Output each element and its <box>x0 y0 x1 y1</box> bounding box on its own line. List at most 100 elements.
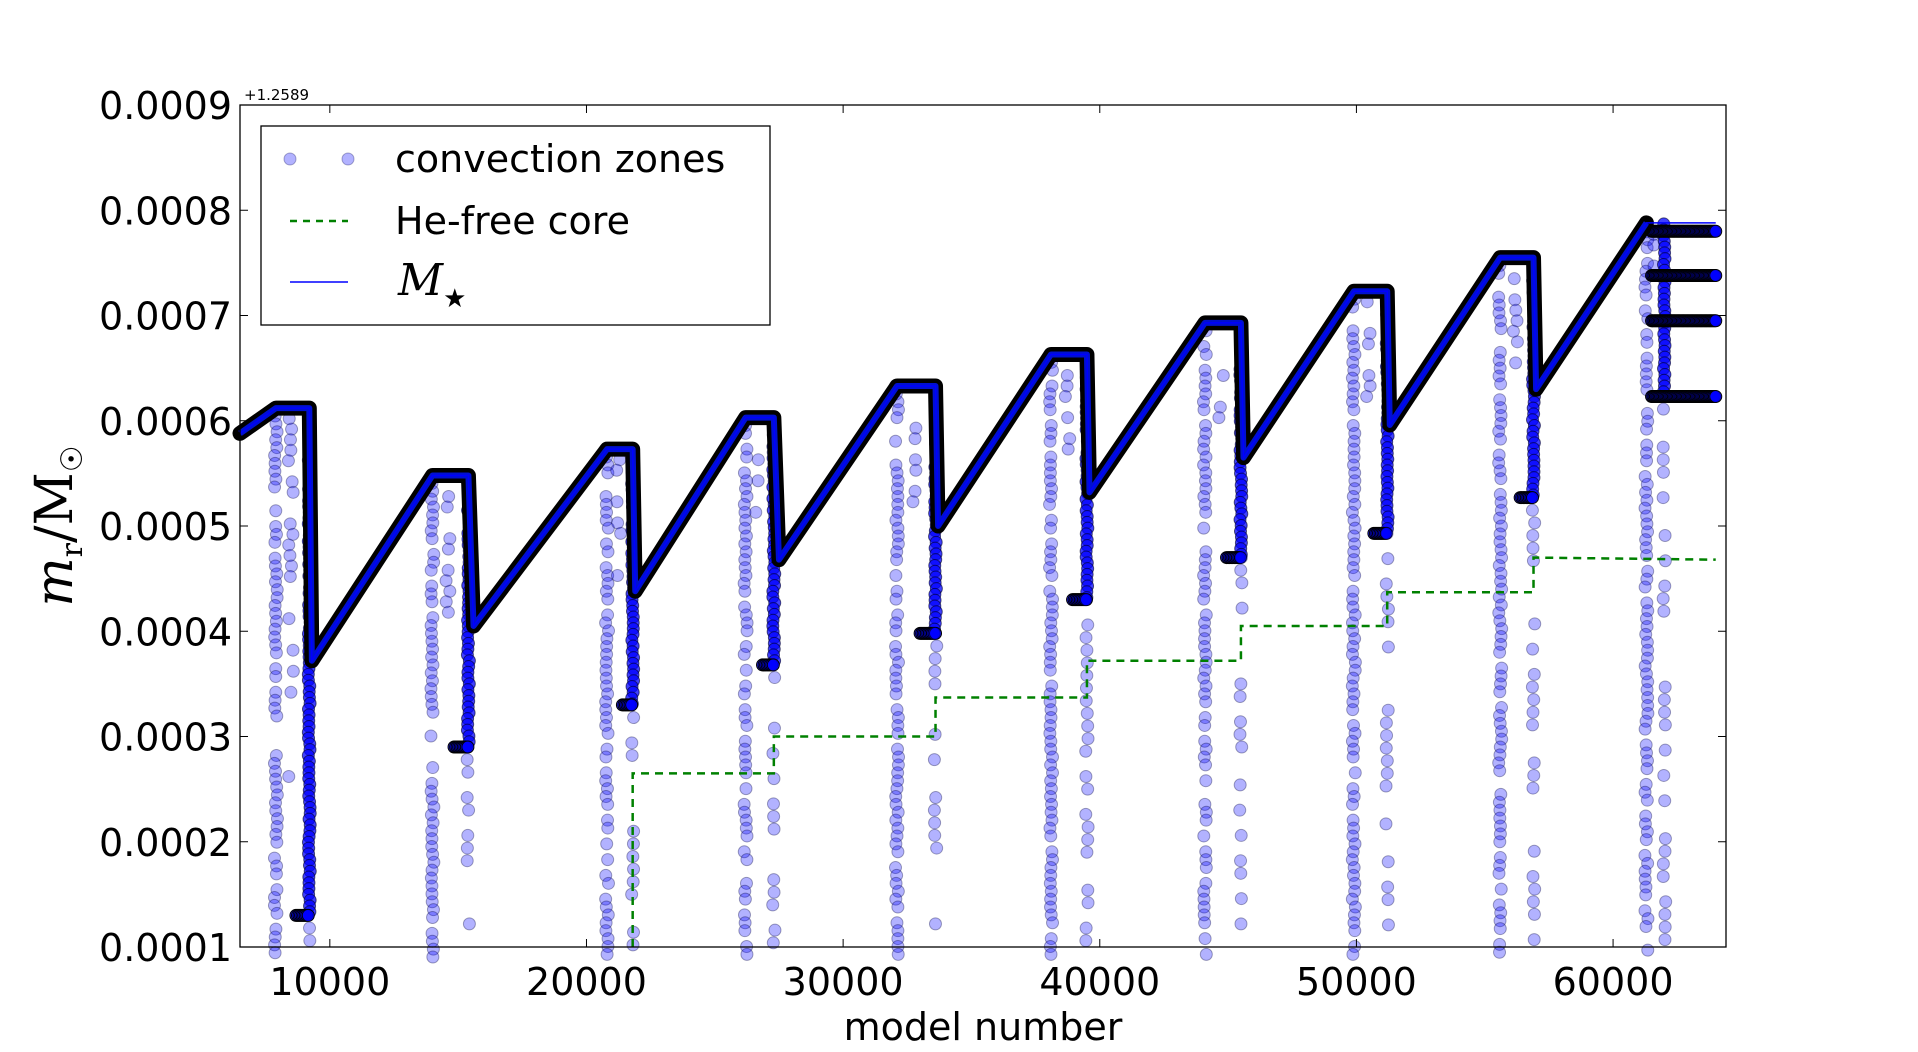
convection-point <box>1234 828 1248 842</box>
line-series <box>232 215 1716 947</box>
convection-point <box>738 742 752 756</box>
convection-point <box>928 917 942 931</box>
convection-point <box>889 592 903 606</box>
convection-point <box>739 608 753 622</box>
convection-point <box>890 545 904 559</box>
convection-point <box>1379 779 1393 793</box>
convection-point <box>1196 395 1210 409</box>
convection-point <box>1198 687 1212 701</box>
convection-point <box>1198 640 1212 654</box>
convection-point <box>1197 900 1211 914</box>
convection-point <box>1526 528 1540 542</box>
convection-point <box>1199 853 1213 867</box>
convection-point <box>441 563 455 577</box>
convection-point <box>427 800 441 814</box>
convection-point <box>1346 324 1360 338</box>
convection-point <box>461 740 475 754</box>
convection-point <box>1347 340 1361 354</box>
convection-point <box>1197 750 1211 764</box>
convection-point <box>1360 390 1374 404</box>
convection-point <box>1234 854 1248 868</box>
convection-point <box>1495 622 1509 636</box>
convection-point <box>461 828 475 842</box>
convection-point <box>927 803 941 817</box>
convection-point <box>1639 375 1653 389</box>
convection-point <box>1044 774 1058 788</box>
convection-point <box>1494 503 1508 517</box>
convection-point <box>891 490 905 504</box>
convection-point <box>270 591 284 605</box>
convection-point <box>269 606 283 620</box>
convection-point <box>599 695 613 709</box>
convection-point <box>1081 896 1095 910</box>
convection-point <box>908 453 922 467</box>
convection-point <box>600 947 614 961</box>
legend-marker-circle <box>341 152 355 166</box>
convection-point <box>1346 624 1360 638</box>
convection-point <box>749 505 763 519</box>
convection-point <box>909 463 923 477</box>
convection-point <box>1656 857 1670 871</box>
y-label-sep: /M <box>25 472 85 543</box>
convection-point <box>1640 446 1654 460</box>
convection-point <box>1493 677 1507 691</box>
convection-point <box>1658 832 1672 846</box>
axis-ticks: 10000 20000 30000 40000 50000 60000 0.0001 0.00… <box>99 84 1726 1004</box>
convection-point <box>889 624 903 638</box>
convection-point <box>600 632 614 646</box>
convection-point <box>269 527 283 541</box>
convection-point <box>1639 359 1653 373</box>
convection-point <box>1044 703 1058 717</box>
convection-point <box>1381 893 1395 907</box>
convection-point <box>462 803 476 817</box>
convection-point <box>1348 608 1362 622</box>
convection-point <box>1492 424 1506 438</box>
convection-point <box>1044 521 1058 535</box>
convection-point <box>1638 304 1652 318</box>
convection-point <box>768 671 782 685</box>
convection-point <box>1346 797 1360 811</box>
convection-point <box>891 805 905 819</box>
convection-point <box>1198 561 1212 575</box>
y-label-sub: r <box>55 542 90 557</box>
convection-point <box>1640 746 1654 760</box>
convection-point <box>1493 708 1507 722</box>
convection-point <box>1044 450 1058 464</box>
convection-point <box>1197 829 1211 843</box>
convection-point <box>283 548 297 562</box>
convection-point <box>283 570 297 584</box>
convection-point <box>740 442 754 456</box>
convection-point <box>611 516 625 530</box>
convection-point <box>1044 861 1058 875</box>
convection-point <box>269 748 283 762</box>
convection-point <box>890 466 904 480</box>
convection-point <box>740 853 754 867</box>
convection-point <box>268 701 282 715</box>
convection-point <box>889 813 903 827</box>
convection-point <box>283 517 297 531</box>
convection-point <box>1492 795 1506 809</box>
convection-point <box>1346 750 1360 764</box>
convection-point <box>1709 224 1723 238</box>
convection-point <box>1197 892 1211 906</box>
convection-point <box>599 490 613 504</box>
convection-point <box>599 616 613 630</box>
convection-point <box>1527 693 1541 707</box>
convection-point <box>1347 916 1361 930</box>
convection-point <box>1709 314 1723 328</box>
convection-point <box>1080 706 1094 720</box>
convection-point <box>1494 906 1508 920</box>
convection-point <box>891 774 905 788</box>
svg-text:mr/M☉: mr/M☉ <box>25 445 90 606</box>
convection-point <box>1348 482 1362 496</box>
convection-point <box>1045 608 1059 622</box>
convection-point <box>284 685 298 699</box>
convection-point <box>1494 724 1508 738</box>
convection-point <box>1493 645 1507 659</box>
convection-point <box>740 624 754 638</box>
convection-point <box>1658 844 1672 858</box>
convection-point <box>888 861 902 875</box>
convection-point <box>908 432 922 446</box>
convection-point <box>1347 687 1361 701</box>
convection-point <box>1656 453 1670 467</box>
